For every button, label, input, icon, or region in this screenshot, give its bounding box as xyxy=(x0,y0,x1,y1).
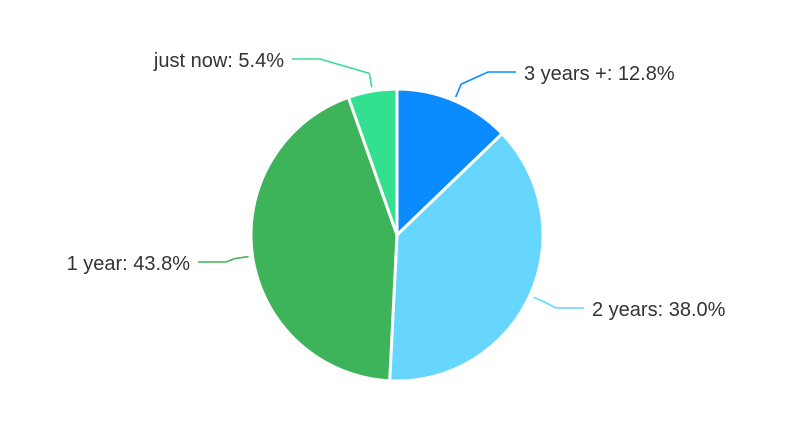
pie-slices xyxy=(249,87,545,383)
slice-just-now[interactable] xyxy=(346,87,399,237)
leader-2-years xyxy=(533,296,584,309)
label-3-years-plus: 3 years +: 12.8% xyxy=(524,63,675,85)
leader-just-now xyxy=(292,58,373,88)
slice-2-years[interactable] xyxy=(388,132,545,383)
leader-3-years-plus xyxy=(454,71,516,98)
slice-1-year[interactable] xyxy=(249,95,399,383)
leader-lines xyxy=(198,58,584,309)
label-2-years: 2 years: 38.0% xyxy=(592,299,726,321)
label-just-now: just now: 5.4% xyxy=(153,50,284,72)
label-1-year: 1 year: 43.8% xyxy=(67,253,191,275)
leader-1-year xyxy=(198,255,249,263)
slice-3-years-plus[interactable] xyxy=(395,87,504,237)
